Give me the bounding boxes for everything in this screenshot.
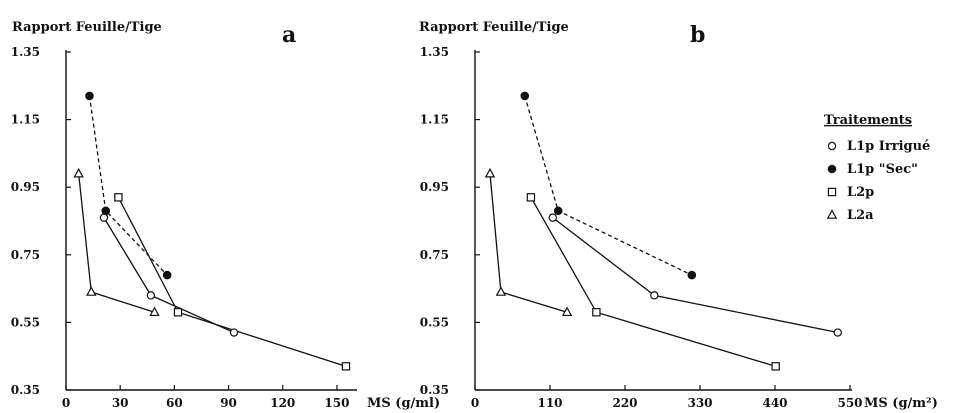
y-tick-label: 0.75 (11, 248, 40, 262)
data-point (650, 291, 659, 300)
y-tick-label: 0.95 (420, 180, 449, 194)
data-point (548, 213, 557, 222)
y-tick-label: 0.75 (420, 248, 449, 262)
legend-item-label: L1p "Sec" (847, 162, 918, 177)
x-tick-label: 330 (687, 396, 712, 410)
data-point (484, 167, 496, 178)
data-point (771, 362, 780, 371)
x-tick-label: 120 (270, 396, 295, 410)
legend-marker (826, 209, 838, 219)
data-point (162, 270, 172, 280)
x-tick-label: 30 (112, 396, 129, 410)
series-line (117, 197, 347, 367)
data-point (86, 286, 97, 296)
panel-label: a (282, 22, 296, 48)
x-tick-label: 110 (537, 396, 562, 410)
data-point (553, 206, 563, 216)
legend-item-label: L1p Irrigué (847, 139, 930, 154)
y-tick-label: 0.35 (420, 383, 449, 397)
data-point (229, 328, 239, 337)
y-tick-label: 0.55 (420, 315, 449, 329)
data-point (526, 193, 536, 202)
x-tick-label: 550 (837, 396, 862, 410)
data-point (149, 306, 160, 317)
x-axis-label: MS (g/ml) (367, 396, 440, 411)
data-point (114, 193, 123, 202)
y-tick-label: 1.35 (420, 45, 449, 59)
panel-a: 0.35 0.55 0.75 0.95 1.15 1.35 0 30 60 90 120 150 Rap… (11, 20, 440, 411)
x-tick-label: 90 (220, 396, 237, 410)
y-axis-label: Rapport Feuille/Tige (419, 20, 569, 35)
x-tick-label: 60 (166, 396, 183, 410)
data-point (592, 308, 601, 317)
legend-title: Traitements (824, 113, 912, 128)
legend-item-label: L2a (847, 208, 874, 223)
x-tick-label: 440 (762, 396, 787, 410)
data-point (561, 306, 573, 317)
data-point (520, 91, 530, 101)
legend-marker (827, 141, 837, 151)
y-tick-label: 0.35 (11, 383, 40, 397)
series-line (530, 197, 776, 367)
y-tick-label: 1.15 (420, 113, 449, 127)
panel-b: 0.35 0.55 0.75 0.95 1.15 1.35 0 110 220 330 440 550… (419, 20, 938, 411)
legend-marker (827, 164, 837, 174)
legend-item-label: L2p (847, 185, 874, 200)
panel-label: b (690, 22, 705, 48)
y-tick-label: 1.15 (11, 113, 40, 127)
y-tick-label: 0.55 (11, 315, 40, 329)
y-axis-label: Rapport Feuille/Tige (12, 20, 162, 35)
legend: Traitements L1p Irrigué L1p "Sec" L2p L2a (824, 113, 930, 223)
data-point (341, 362, 351, 371)
series-line (88, 95, 168, 276)
x-tick-label: 0 (62, 396, 70, 410)
x-tick-label: 220 (612, 396, 637, 410)
x-tick-label: 150 (324, 396, 349, 410)
data-point (173, 308, 183, 317)
data-point (146, 291, 156, 300)
data-point (833, 328, 842, 337)
data-point (687, 270, 697, 280)
y-tick-label: 1.35 (11, 45, 40, 59)
y-tick-label: 0.95 (11, 180, 40, 194)
data-point (85, 91, 94, 101)
data-point (101, 206, 111, 216)
data-point (495, 286, 507, 296)
x-axis-label: MS (g/m²) (864, 396, 938, 411)
data-point (73, 167, 84, 178)
legend-marker (827, 187, 837, 197)
x-tick-label: 0 (471, 396, 479, 410)
series-line (524, 95, 693, 276)
